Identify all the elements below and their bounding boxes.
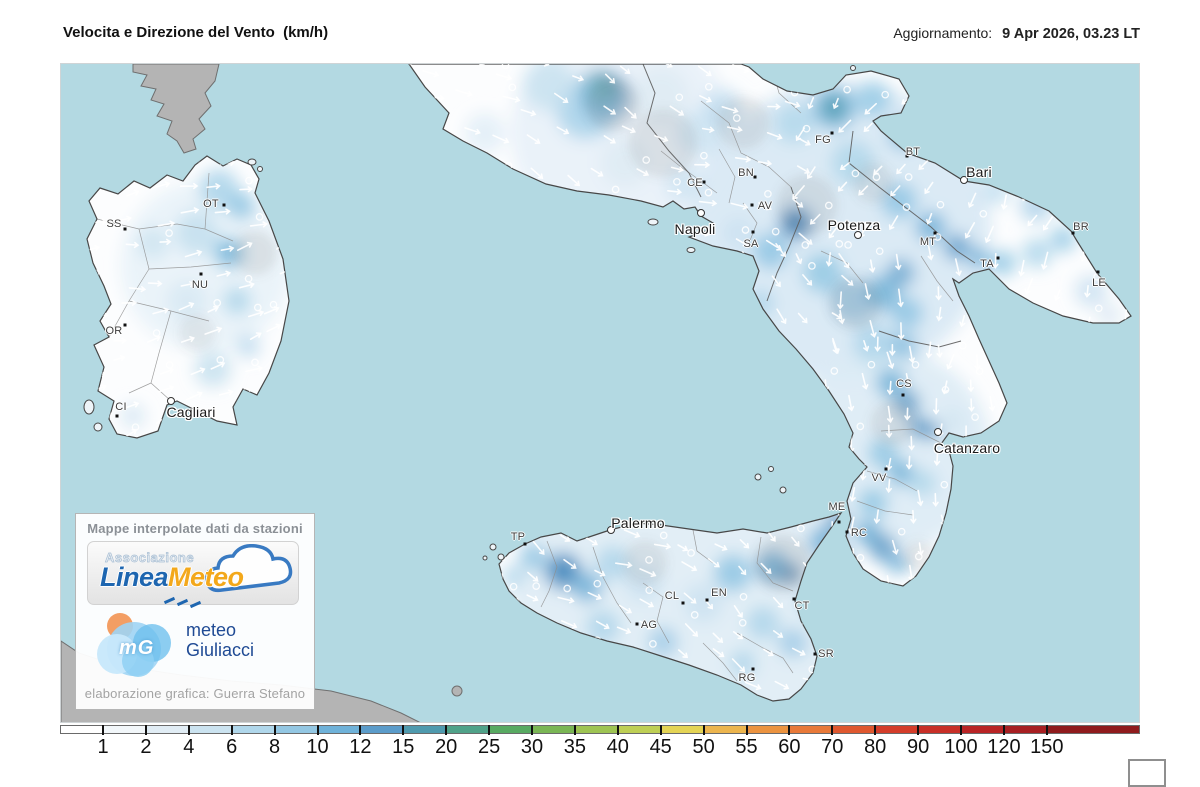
update-value: 9 Apr 2026, 03.23 LT (1002, 26, 1140, 42)
colorbar-segment (832, 726, 876, 733)
colorbar-segment (145, 726, 189, 733)
colorbar-tick (273, 725, 276, 735)
colorbar-tick (788, 725, 791, 735)
corsica-landmass (132, 64, 220, 154)
colorbar-tick-label: 80 (864, 736, 887, 758)
meteogiuliacci-logo: mG meteo Giuliacci (90, 611, 302, 683)
colorbar-tick (917, 725, 920, 735)
colorbar-tick-label: 35 (563, 736, 587, 758)
colorbar-tick (144, 725, 147, 735)
colorbar-segment (188, 726, 232, 733)
colorbar-segment (961, 726, 1004, 733)
colorbar-segment (274, 726, 318, 733)
colorbar-tick-label: 20 (435, 736, 458, 758)
mg-cloud-icon (97, 613, 171, 677)
colorbar-tick (230, 725, 233, 735)
colorbar-tick (874, 725, 877, 735)
colorbar-segment (360, 726, 404, 733)
colorbar-tick-label: 45 (649, 736, 672, 758)
watermark-heading: Mappe interpolate dati da stazioni (87, 521, 303, 536)
colorbar-segment (789, 726, 833, 733)
colorbar-tick-label: 70 (821, 736, 844, 758)
colorbar-tick-label: 30 (520, 736, 544, 758)
colorbar-tick (659, 725, 662, 735)
colorbar-segment (918, 726, 961, 733)
colorbar-segment (60, 726, 103, 733)
colorbar-segment (103, 726, 146, 733)
cut-off-box (1128, 759, 1166, 787)
colorbar-segment (875, 726, 919, 733)
colorbar-outline (60, 725, 1140, 734)
lineameteo-name: LineaMeteo (100, 562, 244, 592)
colorbar-segment (317, 726, 361, 733)
watermark-credit: elaborazione grafica: Guerra Stefano (84, 686, 306, 701)
colorbar-tick-label: 150 (1030, 736, 1064, 758)
colorbar-tick-label: 100 (944, 736, 978, 758)
colorbar-segment (403, 726, 447, 733)
colorbar-tick (488, 725, 491, 735)
lineameteo-assoc-label: Associazione (105, 550, 195, 566)
colorbar-tick-label: 1 (97, 736, 109, 758)
colorbar-segment (660, 726, 704, 733)
lineameteo-logo: Associazione LineaMeteo (87, 541, 299, 609)
colorbar-segment (617, 726, 661, 733)
colorbar-segment (532, 726, 575, 733)
colorbar-tick (1002, 725, 1005, 735)
colorbar-tick (316, 725, 319, 735)
colorbar-segment (1003, 726, 1047, 733)
colorbar-tick-label: 15 (392, 736, 415, 758)
colorbar-segment (746, 726, 790, 733)
logo-dash (163, 596, 176, 605)
colorbar-segment (1046, 726, 1140, 733)
colorbar-tick-label: 4 (183, 736, 195, 758)
colorbar-segment (489, 726, 532, 733)
colorbar-tick (960, 725, 962, 735)
colorbar-tick (702, 725, 705, 735)
colorbar-segment (446, 726, 490, 733)
page-title: Velocita e Direzione del Vento (km/h) (63, 24, 329, 41)
watermark-panel: Mappe interpolate dati da stazioni Assoc… (75, 513, 315, 710)
mg-wordmark: meteo Giuliacci (186, 620, 255, 660)
update-label: Aggiornamento: (893, 25, 993, 41)
colorbar-tick (402, 725, 405, 735)
colorbar-tick (1045, 725, 1048, 735)
logo-dash (176, 598, 189, 607)
colorbar-tick (616, 725, 619, 735)
wind-map: Napoli Potenza Bari Catanzaro Cagliari Palerm… (60, 63, 1140, 723)
colorbar-tick-label: 12 (349, 736, 372, 758)
colorbar-tick (831, 725, 834, 735)
colorbar-tick-label: 25 (477, 736, 501, 758)
colorbar-tick-label: 60 (778, 736, 801, 758)
colorbar-tick-label: 120 (987, 736, 1021, 758)
colorbar-tick-label: 2 (140, 736, 152, 758)
update-timestamp: Aggiornamento: 9 Apr 2026, 03.23 LT (893, 25, 1140, 42)
colorbar-tick-label: 90 (906, 736, 930, 758)
colorbar-segment (703, 726, 747, 733)
logo-dash (189, 600, 202, 609)
colorbar-tick (573, 725, 576, 735)
colorbar-tick-label: 6 (226, 736, 238, 758)
colorbar-tick (445, 725, 448, 735)
cloud-icon (204, 544, 293, 593)
weather-map-page: { "header": { "title": "Velocita e Direz… (60, 24, 1166, 787)
colorbar-tick (745, 725, 748, 735)
mg-monogram: mG (119, 637, 155, 659)
colorbar-tick (102, 725, 104, 735)
colorbar-tick-label: 55 (735, 736, 758, 758)
colorbar-tick-label: 8 (269, 736, 281, 758)
colorbar-tick (359, 725, 362, 735)
colorbar-tick (187, 725, 190, 735)
colorbar-segment (231, 726, 275, 733)
colorbar-tick-label: 10 (306, 736, 329, 758)
colorbar-tick-label: 40 (606, 736, 629, 758)
colorbar-tick (531, 725, 533, 735)
colorbar-tick-label: 50 (692, 736, 715, 758)
map-graphic (61, 64, 1132, 722)
colorbar-segment (574, 726, 618, 733)
